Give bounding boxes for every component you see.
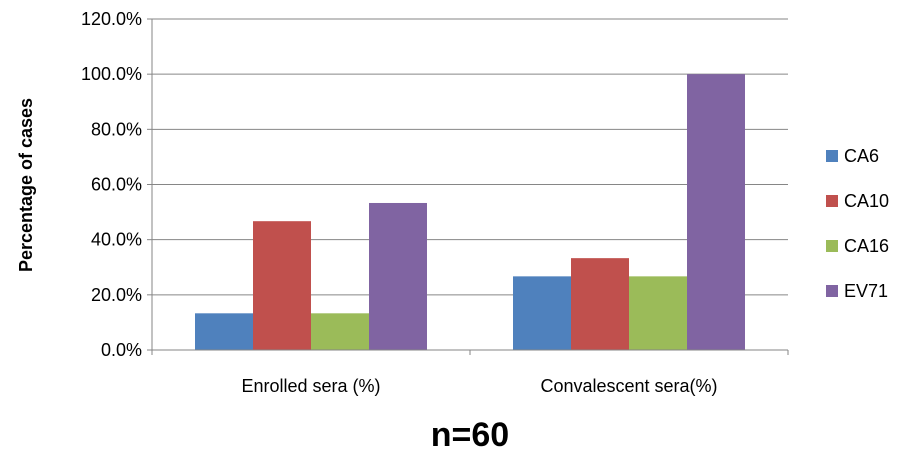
legend-swatch-ev71 [826, 285, 838, 297]
legend-swatch-ca10 [826, 195, 838, 207]
bar-ca10-2 [571, 258, 629, 350]
legend-swatch-ca6 [826, 150, 838, 162]
legend-label-ca6: CA6 [844, 146, 879, 166]
bar-ca6-2 [513, 276, 571, 350]
y-tick-label: 80.0% [91, 119, 142, 139]
y-tick-label: 20.0% [91, 285, 142, 305]
y-axis-ticks: 0.0% 20.0% 40.0% 60.0% 80.0% 100.0% 120.0% [81, 9, 152, 360]
bar-ev71-1 [369, 202, 427, 350]
y-tick-label: 120.0% [81, 9, 142, 29]
bar-ca6-1 [195, 313, 253, 350]
bar-ca10-1 [253, 221, 311, 350]
y-axis-title: Percentage of cases [16, 98, 36, 272]
sample-size-label: n=60 [431, 416, 509, 454]
legend-swatch-ca16 [826, 240, 838, 252]
legend: CA6 CA10 CA16 EV71 [826, 146, 889, 301]
bar-ca16-2 [629, 276, 687, 350]
x-category-label: Convalescent sera(%) [540, 376, 717, 396]
legend-label-ca10: CA10 [844, 191, 889, 211]
y-tick-label: 60.0% [91, 175, 142, 195]
bar-ca16-1 [311, 313, 369, 350]
y-tick-label: 0.0% [101, 340, 142, 360]
legend-label-ca16: CA16 [844, 236, 889, 256]
x-category-label: Enrolled sera (%) [241, 376, 380, 396]
bars [195, 74, 745, 351]
legend-label-ev71: EV71 [844, 281, 888, 301]
y-tick-label: 100.0% [81, 64, 142, 84]
y-tick-label: 40.0% [91, 230, 142, 250]
bar-ev71-2 [687, 74, 745, 351]
category-labels: Enrolled sera (%) Convalescent sera(%) [151, 350, 789, 396]
